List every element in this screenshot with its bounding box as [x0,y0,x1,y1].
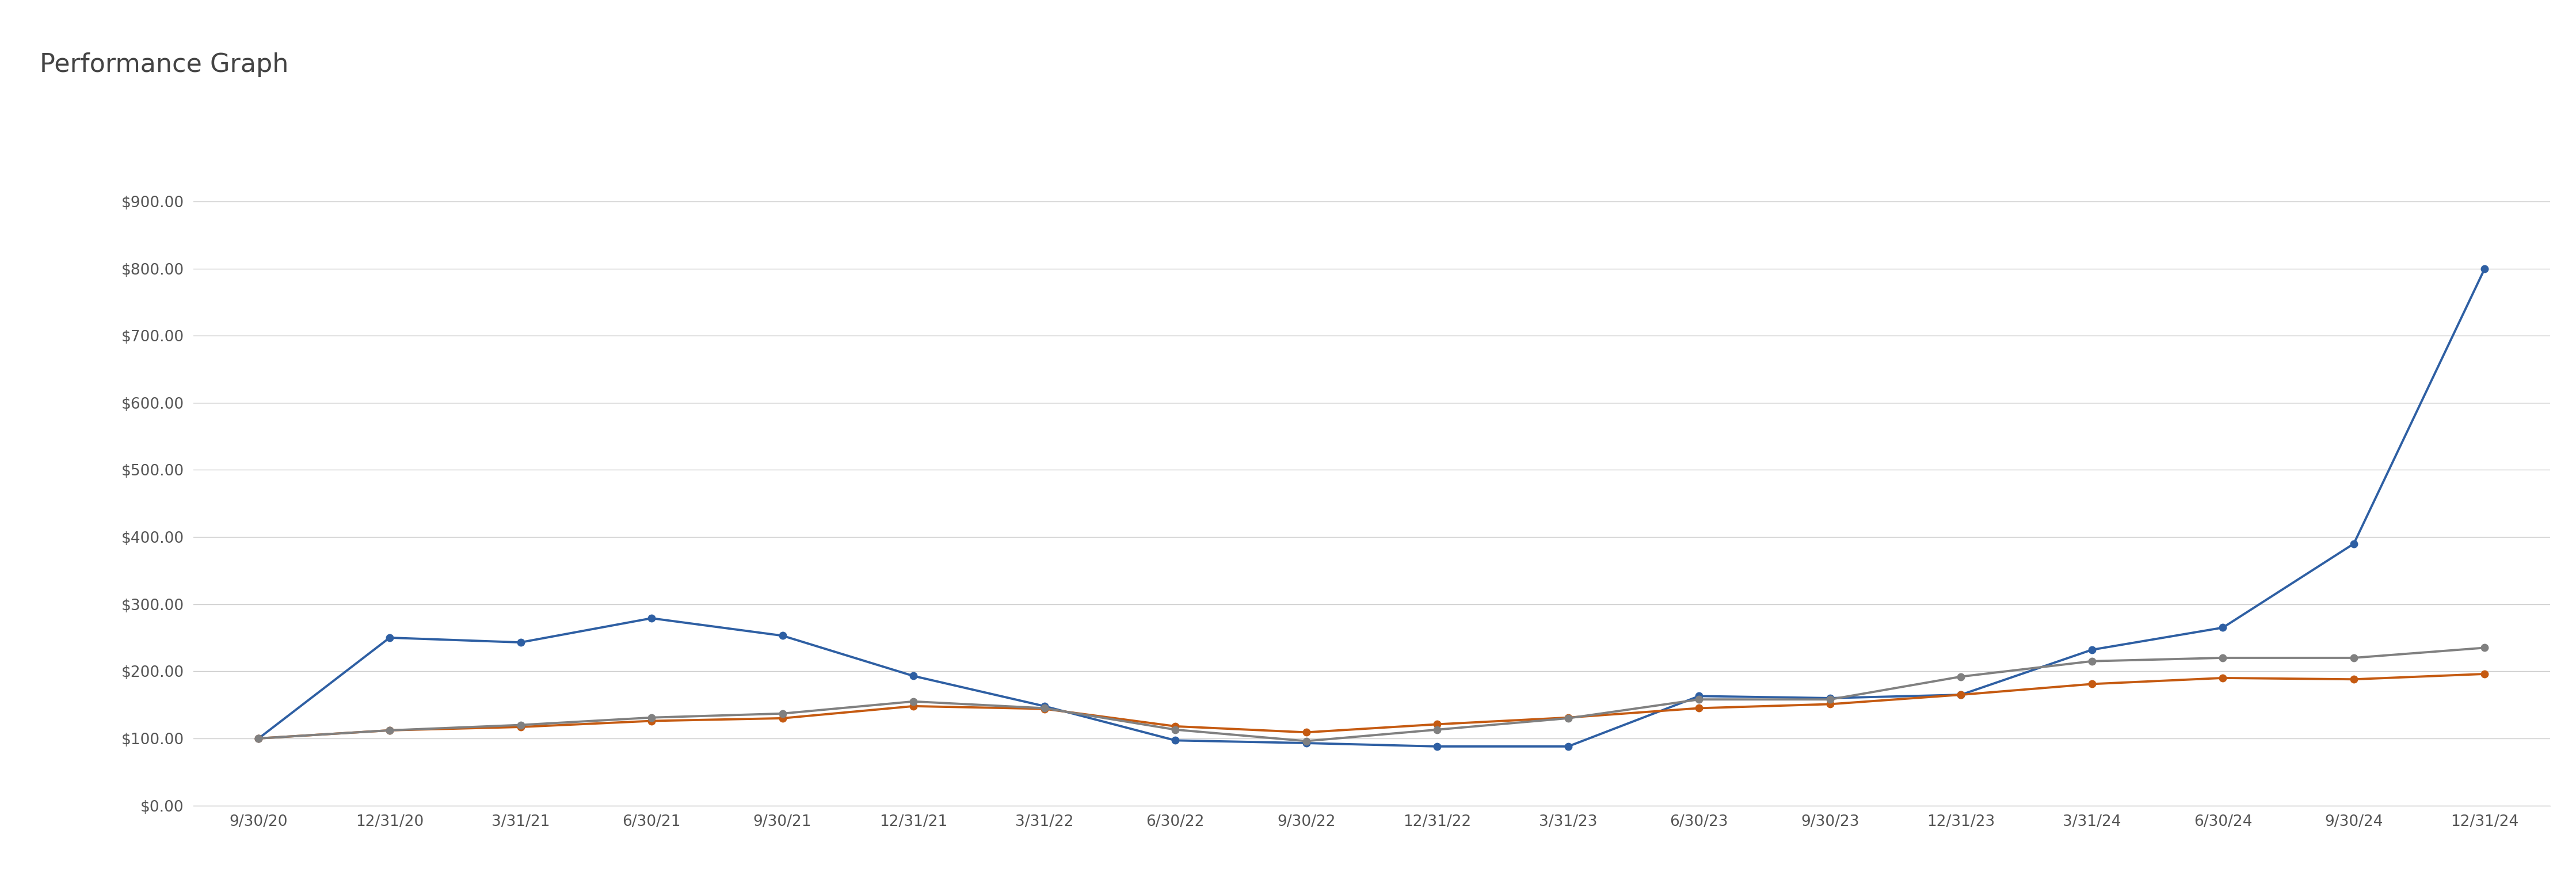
PLTR [768,630,799,641]
S&P 500 Information Technology (Sector) [2339,652,2370,663]
S&P 500 Information Technology (Sector) [1028,703,1059,713]
PLTR [1422,741,1453,752]
S&P 500 Information Technology (Sector) [1422,724,1453,735]
S&P 500 Information Technology (Sector) [2208,652,2239,663]
PLTR [1945,689,1976,700]
S&P 500 Information Technology (Sector) [636,712,667,723]
S&P 500 Index [1422,719,1453,729]
PLTR [1159,735,1190,746]
S&P 500 Information Technology (Sector) [2076,656,2107,667]
S&P 500 Index [2208,673,2239,684]
S&P 500 Index [1291,727,1321,737]
S&P 500 Index [636,716,667,727]
PLTR [1685,691,1716,702]
PLTR [1291,737,1321,748]
S&P 500 Index [374,725,404,736]
S&P 500 Information Technology (Sector) [899,696,930,707]
PLTR [1028,701,1059,712]
Line: PLTR: PLTR [255,265,2488,750]
Line: S&P 500 Information Technology (Sector): S&P 500 Information Technology (Sector) [255,644,2488,745]
PLTR [636,613,667,624]
Line: S&P 500 Index: S&P 500 Index [255,670,2488,742]
S&P 500 Index [242,733,273,744]
PLTR [374,632,404,643]
S&P 500 Index [768,712,799,723]
S&P 500 Information Technology (Sector) [2470,643,2501,653]
S&P 500 Index [1814,699,1844,710]
PLTR [2076,644,2107,655]
PLTR [1553,741,1584,752]
PLTR [899,670,930,681]
PLTR [2208,622,2239,633]
S&P 500 Information Technology (Sector) [505,720,536,730]
PLTR [2470,263,2501,274]
PLTR [1814,693,1844,703]
S&P 500 Information Technology (Sector) [1945,671,1976,682]
S&P 500 Index [2339,674,2370,685]
PLTR [242,733,273,744]
S&P 500 Index [1945,689,1976,700]
Text: Performance Graph: Performance Graph [41,53,289,77]
S&P 500 Information Technology (Sector) [374,725,404,736]
S&P 500 Information Technology (Sector) [1553,712,1584,723]
PLTR [2339,539,2370,550]
S&P 500 Index [1685,703,1716,713]
S&P 500 Index [899,701,930,712]
S&P 500 Index [1028,703,1059,714]
S&P 500 Index [2470,669,2501,679]
S&P 500 Information Technology (Sector) [768,708,799,719]
S&P 500 Index [505,721,536,732]
S&P 500 Index [2076,678,2107,689]
PLTR [505,637,536,648]
S&P 500 Information Technology (Sector) [242,733,273,744]
S&P 500 Index [1553,712,1584,723]
S&P 500 Information Technology (Sector) [1685,695,1716,705]
S&P 500 Index [1159,721,1190,732]
S&P 500 Information Technology (Sector) [1291,736,1321,746]
S&P 500 Information Technology (Sector) [1814,695,1844,705]
S&P 500 Information Technology (Sector) [1159,724,1190,735]
